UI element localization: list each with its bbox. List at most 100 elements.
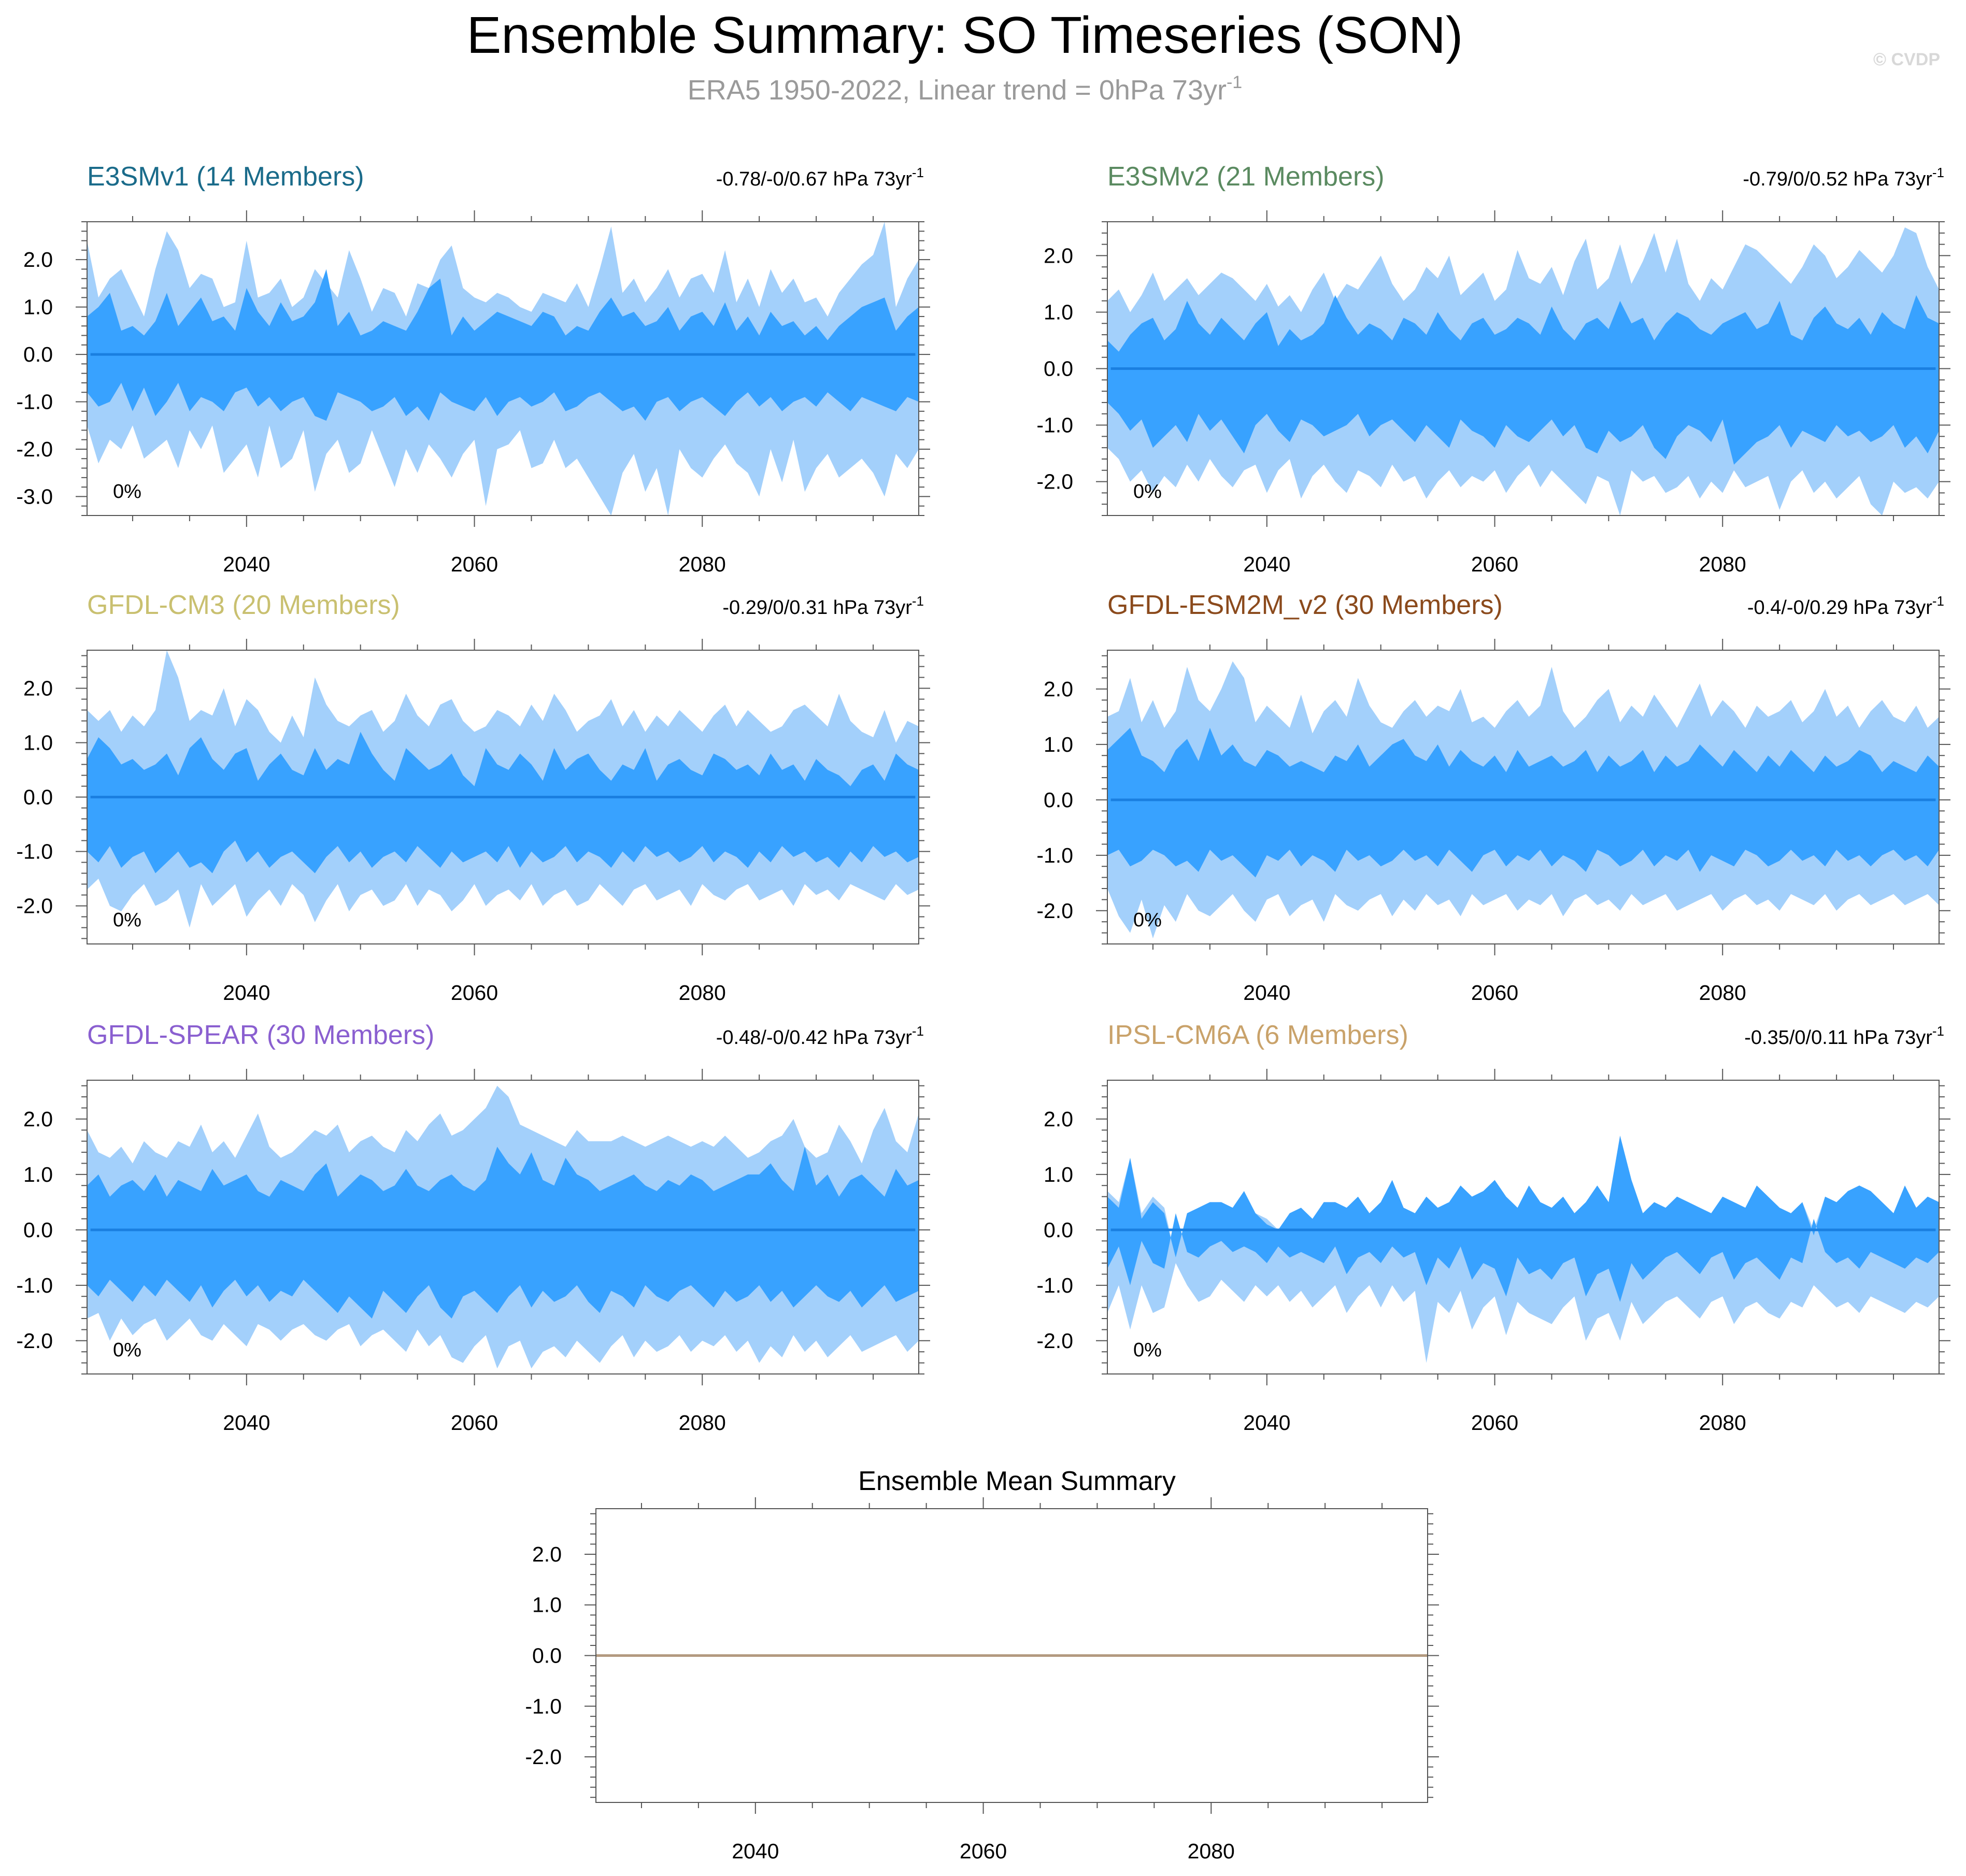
x-tick-label: 2060	[1471, 552, 1518, 576]
y-tick-label: -1.0	[1036, 1273, 1073, 1297]
plot-area	[1107, 1136, 1939, 1363]
y-tick-label: 1.0	[23, 1163, 53, 1186]
inner-percentile-band	[1107, 295, 1939, 465]
y-tick-label: 0.0	[1044, 357, 1073, 381]
chart-panel-2: 2.0 1.0 0.0 -1.0 -2.0 2040 2060 2080 E3SMv2 (21 …	[1036, 162, 1950, 576]
percent-label: 0%	[1133, 909, 1162, 931]
plot-area	[1107, 227, 1939, 515]
figure-subtitle: ERA5 1950-2022, Linear trend = 0hPa 73yr…	[688, 73, 1242, 106]
plot-area	[1107, 661, 1939, 939]
y-tick-label: -1.0	[16, 1273, 53, 1297]
trend-range-main: -0.4/-0/0.29 hPa 73yr	[1747, 597, 1932, 619]
x-tick-label: 2080	[1699, 1411, 1746, 1435]
y-tick-label: 2.0	[1044, 677, 1073, 701]
figure-subtitle-superscript: -1	[1227, 73, 1242, 92]
x-tick-label: 2060	[960, 1839, 1007, 1863]
chart-panel-1: 2.0 1.0 0.0 -1.0 -2.0 -3.0 2040 2060 2080 E3SMv1 …	[16, 162, 930, 576]
figure-title: Ensemble Summary: SO Timeseries (SON)	[467, 6, 1463, 64]
y-tick-label: -2.0	[16, 1329, 53, 1353]
panel-title: IPSL-CM6A (6 Members)	[1107, 1020, 1408, 1050]
y-tick-label: 0.0	[1044, 788, 1073, 812]
y-tick-label: 1.0	[1044, 733, 1073, 756]
plot-frame	[1107, 1080, 1940, 1374]
panel-title: GFDL-ESM2M_v2 (30 Members)	[1107, 590, 1503, 620]
y-tick-label: 0.0	[1044, 1218, 1073, 1242]
plot-frame	[87, 1080, 919, 1374]
chart-panel-7: 2.0 1.0 0.0 -1.0 -2.0 2040 2060 2080 Ensemble Me…	[525, 1466, 1439, 1863]
x-tick-label: 2040	[1243, 981, 1290, 1005]
x-tick-label: 2080	[1188, 1839, 1235, 1863]
trend-range-label: -0.4/-0/0.29 hPa 73yr-1	[1747, 593, 1944, 619]
chart-panel-3: 2.0 1.0 0.0 -1.0 -2.0 2040 2060 2080 GFDL-CM3 (2…	[16, 590, 930, 1005]
y-tick-label: 2.0	[1044, 1107, 1073, 1131]
x-tick-label: 2080	[1699, 981, 1746, 1005]
plot-area	[87, 650, 919, 928]
y-tick-label: -2.0	[16, 894, 53, 918]
y-tick-label: 1.0	[1044, 300, 1073, 324]
panel-title: GFDL-CM3 (20 Members)	[87, 590, 400, 620]
panel-title: E3SMv1 (14 Members)	[87, 162, 364, 192]
inner-percentile-band	[1107, 1136, 1939, 1302]
panel-title: E3SMv2 (21 Members)	[1107, 162, 1385, 192]
x-tick-label: 2060	[1471, 981, 1518, 1005]
x-tick-label: 2040	[223, 552, 270, 576]
y-tick-label: 2.0	[23, 677, 53, 700]
chart-panel-5: 2.0 1.0 0.0 -1.0 -2.0 2040 2060 2080 GFDL-SPEAR …	[16, 1020, 930, 1435]
x-tick-label: 2080	[679, 1411, 726, 1435]
y-tick-label: 2.0	[23, 1107, 53, 1131]
trend-range-superscript: -1	[1932, 593, 1944, 609]
plot-frame	[87, 221, 919, 516]
trend-range-superscript: -1	[1932, 1023, 1944, 1039]
trend-range-label: -0.35/0/0.11 hPa 73yr-1	[1744, 1023, 1944, 1049]
x-tick-label: 2040	[1243, 1411, 1290, 1435]
chart-panel-6: 2.0 1.0 0.0 -1.0 -2.0 2040 2060 2080 IPSL-CM6A (…	[1036, 1020, 1950, 1435]
inner-percentile-band	[1107, 727, 1939, 878]
y-tick-label: -2.0	[1036, 470, 1073, 494]
plot-frame	[1107, 650, 1940, 944]
y-tick-label: 1.0	[1044, 1163, 1073, 1186]
trend-range-main: -0.35/0/0.11 hPa 73yr	[1744, 1027, 1932, 1049]
y-tick-label: 2.0	[532, 1542, 562, 1566]
x-tick-label: 2080	[1699, 552, 1746, 576]
x-tick-label: 2040	[223, 981, 270, 1005]
trend-range-label: -0.78/-0/0.67 hPa 73yr-1	[716, 165, 924, 190]
y-tick-label: 0.0	[532, 1644, 562, 1668]
trend-range-superscript: -1	[912, 593, 924, 609]
y-tick-label: -2.0	[1036, 1329, 1073, 1353]
y-tick-label: -1.0	[16, 390, 53, 414]
trend-range-label: -0.29/0/0.31 hPa 73yr-1	[722, 593, 924, 619]
percent-label: 0%	[1133, 1339, 1162, 1361]
y-tick-label: 2.0	[23, 248, 53, 271]
y-tick-label: -1.0	[16, 840, 53, 864]
trend-range-superscript: -1	[1932, 165, 1944, 180]
x-tick-label: 2080	[679, 981, 726, 1005]
y-tick-label: -1.0	[525, 1694, 562, 1718]
y-tick-label: 1.0	[23, 295, 53, 319]
trend-range-superscript: -1	[912, 165, 924, 180]
trend-range-main: -0.48/-0/0.42 hPa 73yr	[716, 1027, 912, 1049]
y-tick-label: -2.0	[1036, 899, 1073, 923]
y-tick-label: 2.0	[1044, 244, 1073, 267]
inner-percentile-band	[87, 1147, 919, 1319]
trend-range-main: -0.79/0/0.52 hPa 73yr	[1743, 168, 1932, 190]
trend-range-label: -0.48/-0/0.42 hPa 73yr-1	[716, 1023, 924, 1049]
x-tick-label: 2060	[1471, 1411, 1518, 1435]
panel-title: Ensemble Mean Summary	[858, 1466, 1176, 1496]
y-tick-label: -1.0	[1036, 413, 1073, 437]
y-tick-label: 0.0	[23, 1218, 53, 1242]
x-tick-label: 2060	[451, 1411, 498, 1435]
trend-range-main: -0.29/0/0.31 hPa 73yr	[722, 597, 912, 619]
y-tick-label: 0.0	[23, 342, 53, 366]
plot-area	[87, 1085, 919, 1369]
percent-label: 0%	[113, 1339, 141, 1361]
figure-subtitle-main: ERA5 1950-2022, Linear trend = 0hPa 73yr	[688, 75, 1227, 106]
x-tick-label: 2040	[732, 1839, 779, 1863]
watermark: © CVDP	[1873, 50, 1940, 69]
x-tick-label: 2060	[451, 552, 498, 576]
y-tick-label: 1.0	[23, 731, 53, 755]
chart-panel-4: 2.0 1.0 0.0 -1.0 -2.0 2040 2060 2080 GFDL-ESM2M_…	[1036, 590, 1950, 1005]
percent-label: 0%	[1133, 481, 1162, 503]
panel-title: GFDL-SPEAR (30 Members)	[87, 1020, 434, 1050]
trend-range-superscript: -1	[912, 1023, 924, 1039]
